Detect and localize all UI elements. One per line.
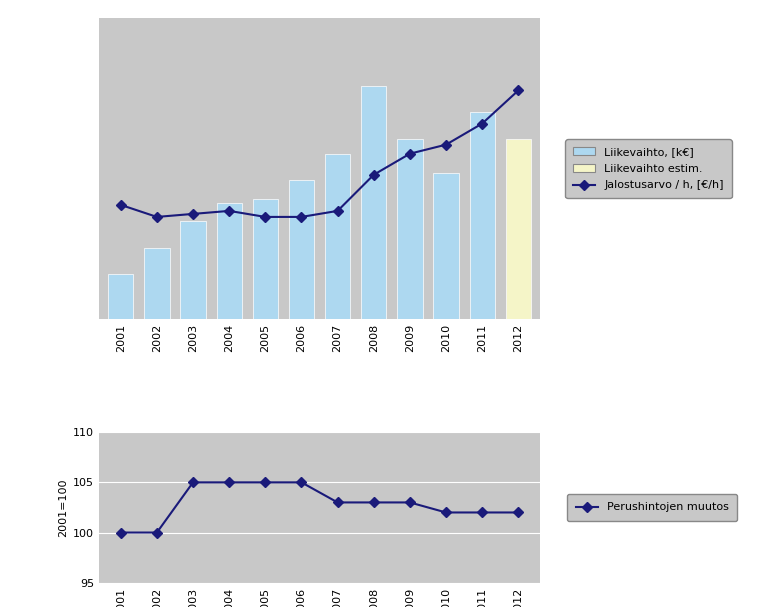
Bar <box>361 86 386 319</box>
Y-axis label: 2001=100: 2001=100 <box>58 478 68 537</box>
Bar <box>253 199 278 319</box>
Bar <box>325 154 351 319</box>
Bar <box>181 222 206 319</box>
Bar <box>108 274 133 319</box>
Legend: Liikevaihto, [k€], Liikevaihto estim., Jalostusarvo / h, [€/h]: Liikevaihto, [k€], Liikevaihto estim., J… <box>565 139 732 198</box>
Legend: Perushintojen muutos: Perushintojen muutos <box>567 493 738 521</box>
Bar <box>434 172 459 319</box>
Bar <box>216 203 242 319</box>
Bar <box>289 180 314 319</box>
Bar <box>469 112 495 319</box>
Bar <box>397 138 422 319</box>
Bar <box>506 138 531 319</box>
Bar <box>144 248 169 319</box>
